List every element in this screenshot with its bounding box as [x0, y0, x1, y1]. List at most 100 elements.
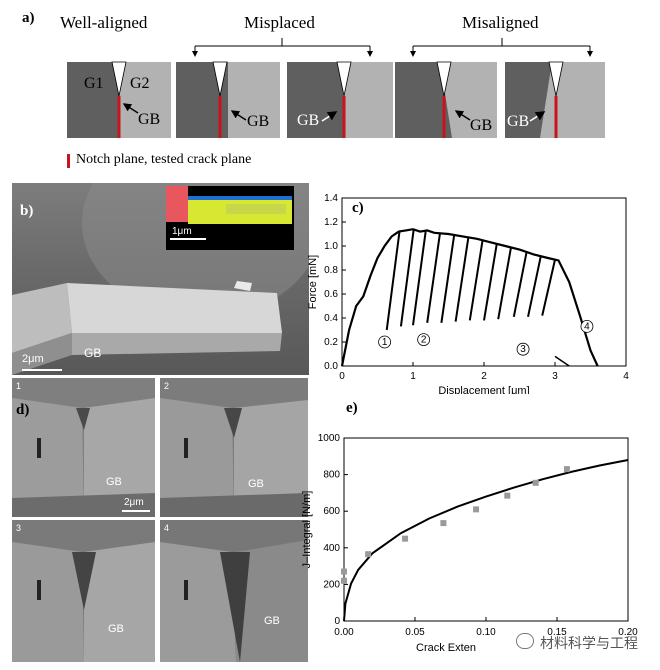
- sem-image-d3: 3 GB: [12, 520, 155, 662]
- d3-index: 3: [16, 523, 22, 533]
- grain-1-label: G1: [84, 75, 104, 92]
- panel-d-letter: d): [16, 402, 30, 418]
- cycle-label: 1: [382, 337, 388, 348]
- x-axis-title-e: Crack Exten: [416, 642, 476, 654]
- unloading-cycle: [527, 255, 542, 318]
- y-tick-label-e: 0: [334, 616, 340, 627]
- cycle-marker: [378, 335, 391, 349]
- unloading-cycle: [497, 247, 512, 320]
- scale-bar-b-label: 2μm: [22, 353, 44, 365]
- y-tick-label-e: 600: [323, 506, 340, 517]
- wechat-icon: [516, 633, 534, 649]
- category-misplaced: Misplaced: [244, 13, 315, 32]
- panel-c-letter: c): [352, 200, 364, 216]
- y-tick-label-c: 0.0: [324, 361, 338, 372]
- d2-index: 2: [164, 381, 170, 391]
- y-tick-label-c: 0.4: [324, 313, 338, 324]
- unloading-cycle: [454, 237, 470, 322]
- d4-index: 4: [164, 523, 170, 533]
- panel-d-images: d) 1 GB 2μm 2 GB 3 GB: [12, 378, 310, 662]
- y-tick-label-c: 1.4: [324, 193, 338, 204]
- unloading-cycle: [541, 259, 556, 316]
- schematic-misplaced-1: [176, 61, 280, 138]
- x-tick-label-c: 2: [481, 371, 487, 382]
- y-tick-label-e: 400: [323, 543, 340, 554]
- x-tick-label-e: 0.15: [547, 627, 567, 638]
- data-point: [504, 492, 511, 499]
- data-point: [563, 466, 570, 473]
- d1-index: 1: [16, 381, 22, 391]
- cycle-label: 4: [584, 321, 590, 332]
- gb-label-a4: GB: [470, 117, 493, 134]
- y-tick-label-e: 1000: [318, 433, 341, 444]
- sem-image-cantilever: b) GB 2μm: [12, 183, 309, 375]
- scale-bar-d: [122, 510, 150, 512]
- gb-label-a3: GB: [297, 112, 320, 129]
- fit-curve: [343, 459, 629, 622]
- y-tick-label-e: 800: [323, 470, 340, 481]
- unloading-cycle: [385, 231, 401, 331]
- y-tick-label-e: 200: [323, 579, 340, 590]
- plot-frame-e: [343, 437, 629, 622]
- x-tick-label-c: 3: [552, 371, 558, 382]
- schematic-misaligned-1: [395, 61, 497, 138]
- schematic-misplaced-2: [287, 61, 393, 138]
- watermark-text: 材料科学与工程: [540, 635, 638, 651]
- cycle-marker: [580, 319, 594, 333]
- gb-label-a1: GB: [138, 111, 161, 128]
- x-tick-label-c: 0: [339, 371, 345, 382]
- cycle-marker: [417, 333, 431, 347]
- grain-2-label: G2: [130, 75, 150, 92]
- gb-label-d3: GB: [108, 623, 124, 635]
- y-tick-label-c: 0.6: [324, 289, 338, 300]
- data-point: [473, 506, 480, 513]
- data-point: [365, 551, 372, 558]
- schematic-well-aligned: [67, 61, 171, 138]
- force-displacement-chart: 0 1 2 3 4 0.0 0.2 0.4 0.6 0.8 1.0 1.2 1.4 Displacemen…: [307, 193, 629, 394]
- ebsd-inset: 1μm: [166, 186, 294, 250]
- gb-label-b: GB: [84, 346, 102, 360]
- data-point: [402, 535, 409, 542]
- category-well-aligned: Well-aligned: [60, 13, 148, 32]
- data-point: [440, 520, 447, 527]
- sem-image-d2: 2 GB: [160, 378, 308, 517]
- unloading-cycle: [512, 251, 528, 317]
- gb-label-d2: GB: [248, 478, 264, 490]
- y-tick-label-c: 1.0: [324, 241, 338, 252]
- x-tick-label-e: 0.00: [334, 627, 354, 638]
- y-tick-label-c: 0.2: [324, 337, 338, 348]
- cycle-label: 3: [520, 344, 526, 355]
- bracket-misaligned: [410, 38, 593, 57]
- unloading-cycle: [440, 234, 456, 323]
- cycle-marker: [516, 342, 530, 356]
- scale-bar-b: [22, 369, 62, 371]
- final-drop: [554, 355, 570, 367]
- data-point: [532, 479, 539, 486]
- gb-label-d4: GB: [264, 615, 280, 627]
- x-tick-label-c: 1: [410, 371, 416, 382]
- panel-b-letter: b): [20, 203, 34, 219]
- unloading-cycle: [412, 230, 427, 326]
- sem-image-d1: d) 1 GB 2μm: [12, 378, 155, 517]
- scale-bar-d-label: 2μm: [124, 497, 144, 508]
- x-tick-label-e: 0.05: [405, 627, 425, 638]
- gb-label-a2: GB: [247, 113, 270, 130]
- unloading-cycle: [399, 229, 415, 327]
- panel-a-schematics: [67, 38, 605, 138]
- panel-a-letter: a): [22, 10, 35, 26]
- gb-label-a5: GB: [507, 113, 530, 130]
- x-tick-label-e: 0.20: [618, 627, 638, 638]
- unloading-cycle: [468, 240, 484, 321]
- bracket-misplaced: [192, 38, 373, 57]
- notch-legend-swatch: [67, 154, 70, 168]
- data-point: [341, 577, 347, 584]
- unloading-cycle: [426, 233, 441, 323]
- j-integral-chart: 0.00 0.05 0.10 0.15 0.20 0 200 400 600 800 1000 Cra…: [301, 433, 638, 654]
- sem-image-d4: 4 GB: [160, 520, 308, 662]
- y-axis-title-e: J–Integral [N/m]: [301, 491, 313, 569]
- notch-legend-text: Notch plane, tested crack plane: [76, 152, 252, 167]
- scale-bar-inset-label: 1μm: [172, 226, 192, 237]
- cycle-label: 2: [421, 335, 427, 346]
- panel-e-letter: e): [346, 400, 358, 416]
- x-tick-label-c: 4: [623, 371, 629, 382]
